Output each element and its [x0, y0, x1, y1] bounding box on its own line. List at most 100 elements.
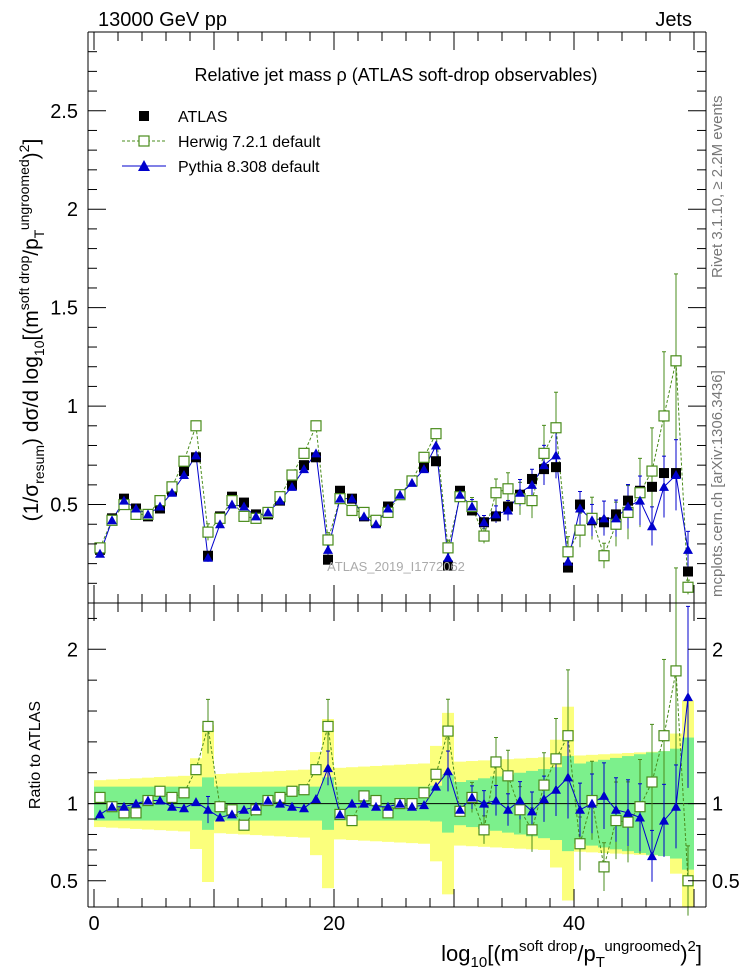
y-tick-label: 1.5	[50, 298, 78, 320]
pythia-ratio-point	[575, 804, 585, 814]
y-tick-label: 0.5	[50, 495, 78, 517]
pythia-ratio-point	[311, 793, 321, 803]
herwig-point	[682, 581, 694, 593]
herwig-point	[286, 469, 298, 481]
herwig-ratio-point	[442, 725, 454, 737]
pythia-point	[347, 493, 357, 503]
pythia-ratio-point	[227, 809, 237, 819]
herwig-ratio-point	[514, 804, 526, 816]
side-label-rivet: Rivet 3.1.10, ≥ 2.2M events	[709, 96, 726, 279]
herwig-point	[538, 447, 550, 459]
ratio-y-tick-label-right: 0.5	[712, 871, 740, 893]
chart-title: Relative jet mass ρ (ATLAS soft-drop obs…	[194, 65, 597, 85]
pythia-point	[479, 517, 489, 527]
pythia-point	[335, 493, 345, 503]
pythia-ratio-point	[431, 781, 441, 791]
pythia-ratio-point	[191, 797, 201, 807]
atlas-point	[647, 481, 657, 492]
pythia-ratio-point	[95, 809, 105, 819]
herwig-point	[670, 355, 682, 367]
pythia-ratio-point	[551, 784, 561, 794]
pythia-point	[587, 515, 597, 525]
herwig-ratio-point	[94, 791, 106, 804]
herwig-ratio-point	[202, 720, 214, 733]
pythia-ratio-point	[359, 798, 369, 808]
herwig-ratio-point	[550, 753, 562, 765]
ratio-y-tick-label-right: 2	[712, 639, 723, 661]
pythia-point	[491, 509, 501, 519]
herwig-point	[478, 530, 490, 542]
pythia-point	[179, 470, 189, 480]
pythia-ratio-point	[299, 803, 309, 813]
pythia-ratio-point	[671, 801, 681, 811]
pythia-ratio-point	[287, 801, 297, 811]
herwig-point	[502, 483, 514, 495]
pythia-point	[467, 501, 477, 511]
atlas-point	[323, 554, 333, 565]
herwig-ratio-point	[322, 720, 334, 733]
legend-atlas-marker	[139, 111, 149, 121]
legend-herwig-marker	[138, 135, 150, 147]
ratio-y-tick-label: 2	[67, 639, 78, 661]
herwig-ratio-point	[502, 770, 514, 782]
series-layer	[94, 273, 694, 916]
herwig-point	[202, 526, 214, 538]
atlas-point	[431, 456, 441, 467]
herwig-ratio-point	[670, 665, 682, 677]
pythia-point	[623, 501, 633, 511]
pythia-ratio-point	[167, 801, 177, 811]
legend-pythia-label: Pythia 8.308 default	[178, 159, 320, 176]
herwig-point	[190, 420, 202, 432]
herwig-point	[490, 487, 502, 499]
atlas-point	[527, 473, 537, 484]
pythia-ratio-point	[335, 809, 345, 819]
pythia-ratio-point	[443, 766, 453, 776]
herwig-ratio-point	[634, 801, 646, 813]
pythia-point	[251, 511, 261, 521]
herwig-ratio-point	[346, 814, 358, 827]
pythia-point	[167, 487, 177, 497]
ratio-y-tick-label-right: 1	[712, 794, 723, 816]
legend-atlas-label: ATLAS	[178, 109, 228, 126]
pythia-ratio-point	[251, 801, 261, 811]
herwig-ratio-point	[298, 784, 310, 796]
pythia-point	[143, 509, 153, 519]
pythia-point	[515, 487, 525, 497]
herwig-ratio-point	[610, 814, 622, 827]
herwig-ratio-point	[598, 861, 610, 873]
pythia-ratio-point	[599, 790, 609, 800]
ratio-y-tick-label: 0.5	[50, 871, 78, 893]
pythia-point	[659, 481, 669, 491]
herwig-ratio-point	[478, 824, 490, 836]
herwig-ratio-point	[418, 787, 430, 799]
pythia-ratio-point	[527, 806, 537, 816]
x-axis-label: log10[(msoft drop/pTungroomed)2]	[441, 938, 702, 971]
atlas-point	[623, 495, 633, 506]
x-tick-label: 40	[563, 913, 585, 935]
pythia-point	[371, 519, 381, 529]
pythia-point	[107, 515, 117, 525]
header-left: 13000 GeV pp	[98, 9, 227, 31]
herwig-ratio-line	[99, 670, 689, 881]
herwig-ratio-point	[490, 756, 502, 768]
herwig-ratio-point	[166, 791, 178, 804]
pythia-point	[275, 495, 285, 505]
side-label-mcplots: mcplots.cern.ch [arXiv:1306.3436]	[709, 370, 726, 597]
pythia-ratio-point	[107, 801, 117, 811]
watermark: ATLAS_2019_I1772062	[327, 559, 465, 574]
herwig-point	[346, 504, 358, 517]
pythia-ratio-point	[383, 801, 393, 811]
herwig-point	[430, 428, 442, 440]
pythia-point	[647, 521, 657, 531]
pythia-point	[419, 464, 429, 474]
pythia-ratio-point	[239, 804, 249, 814]
pythia-point	[539, 460, 549, 470]
pythia-point	[131, 503, 141, 513]
header-right: Jets	[655, 9, 692, 31]
herwig-ratio-point	[238, 819, 250, 831]
herwig-ratio-point	[658, 730, 670, 742]
pythia-ratio-point	[275, 798, 285, 808]
pythia-point	[683, 544, 693, 554]
pythia-point	[455, 489, 465, 499]
pythia-ratio-point	[119, 801, 129, 811]
